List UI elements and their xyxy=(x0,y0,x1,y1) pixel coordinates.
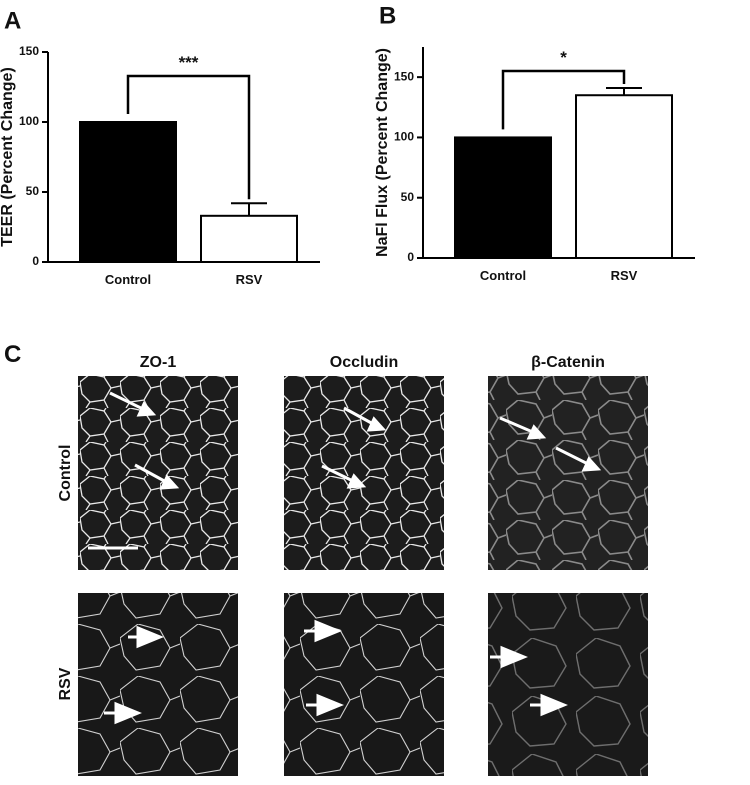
micrograph xyxy=(488,593,648,776)
x-tick-label: Control xyxy=(480,268,526,283)
significance-label: *** xyxy=(179,53,199,72)
y-tick-label: 50 xyxy=(401,190,415,204)
y-tick-label: 0 xyxy=(407,250,414,264)
micrograph xyxy=(488,376,648,570)
x-tick-label: RSV xyxy=(236,272,263,287)
y-axis-label: NaFl Flux (Percent Change) xyxy=(374,48,391,257)
panel-label: C xyxy=(4,341,21,368)
column-header: β-Catenin xyxy=(531,354,605,371)
bar xyxy=(79,121,177,263)
significance-bracket xyxy=(501,69,626,130)
y-axis-label: TEER (Percent Change) xyxy=(0,67,16,247)
bar xyxy=(575,94,673,259)
significance-label: * xyxy=(560,48,567,67)
column-header: ZO-1 xyxy=(140,354,177,371)
bar xyxy=(200,214,298,264)
panel-label: A xyxy=(4,7,21,34)
micrograph xyxy=(78,593,238,776)
error-bar xyxy=(231,202,267,216)
panel-label: B xyxy=(379,2,396,29)
panel-c-images xyxy=(78,376,648,776)
column-header: Occludin xyxy=(330,354,398,371)
y-tick-label: 100 xyxy=(394,130,414,144)
arrows xyxy=(104,391,602,725)
y-tick-label: 50 xyxy=(26,184,40,198)
row-label: RSV xyxy=(57,667,74,700)
micrograph xyxy=(78,376,238,570)
x-tick-label: Control xyxy=(105,272,151,287)
significance-bracket xyxy=(126,74,251,200)
error-bar xyxy=(606,86,642,96)
bar xyxy=(454,136,552,259)
y-tick-label: 100 xyxy=(19,114,39,128)
row-label: Control xyxy=(57,445,74,502)
micrograph xyxy=(284,376,444,570)
micrograph xyxy=(284,593,444,776)
y-tick-label: 150 xyxy=(394,69,414,83)
x-tick-label: RSV xyxy=(611,268,638,283)
y-tick-label: 0 xyxy=(32,254,39,268)
y-tick-label: 150 xyxy=(19,44,39,58)
